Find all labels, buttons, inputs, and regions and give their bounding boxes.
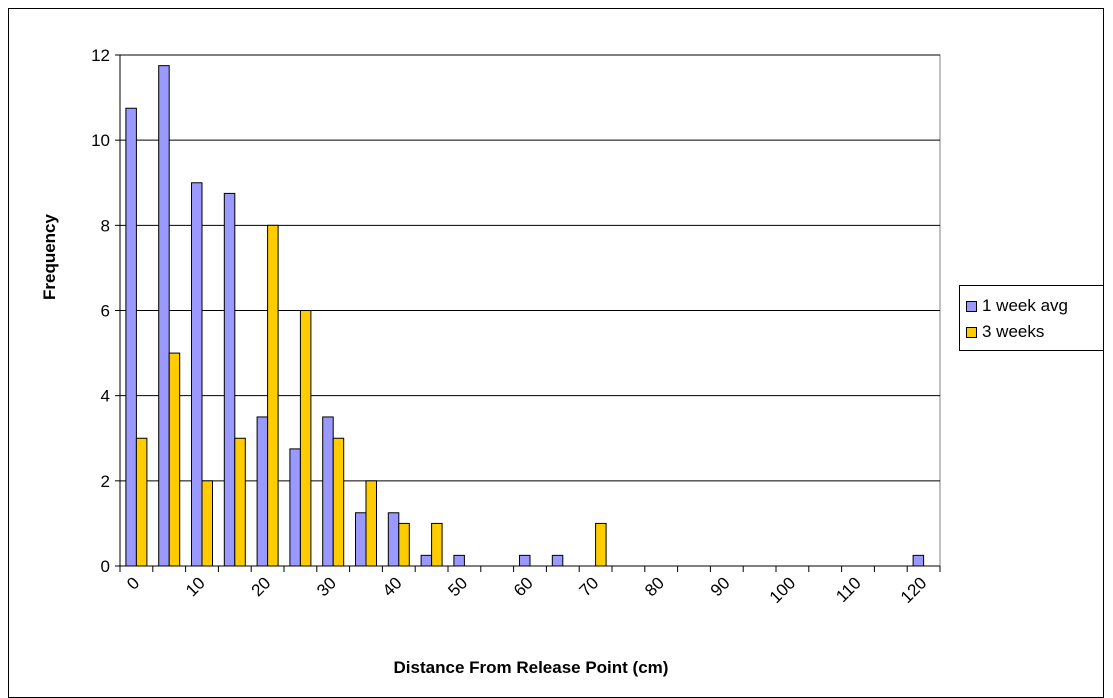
bar-1-week-avg [191,182,203,567]
bar-1-week-avg [420,554,433,567]
bar-1-week-avg [519,554,531,567]
bar-1-week-avg [355,512,367,567]
bar-3-weeks [168,352,181,567]
x-tick-label: 80 [641,573,668,600]
bar-3-weeks [332,437,345,567]
y-tick-label: 12 [91,46,110,65]
x-tick-label: 40 [379,573,406,600]
x-tick-label: 50 [444,573,471,600]
y-tick-label: 8 [101,216,110,235]
bar-3-weeks [234,437,246,567]
bar-1-week-avg [551,554,564,567]
bar-1-week-avg [289,448,301,567]
bar-3-weeks [431,522,443,567]
bar-1-week-avg [453,554,465,567]
bar-3-weeks [398,522,410,567]
x-tick-label: 60 [510,573,537,600]
x-axis-title: Distance From Release Point (cm) [393,658,669,677]
x-tick-label: 100 [766,573,799,606]
legend-label: 1 week avg [982,296,1068,315]
bar-1-week-avg [223,192,236,567]
bar-3-weeks [595,522,607,567]
legend: 1 week avg 3 weeks [959,285,1104,351]
legend-swatch-1-week-avg [966,300,977,312]
bar-3-weeks [299,310,312,567]
bar-3-weeks [135,437,148,567]
y-tick-label: 6 [101,302,110,321]
bar-3-weeks [365,480,377,567]
bar-3-weeks [267,224,279,567]
bar-1-week-avg [125,107,137,567]
y-tick-label: 10 [91,131,110,150]
y-tick-label: 0 [101,557,110,576]
x-tick-label: 90 [707,573,734,600]
bar-1-week-avg [912,554,925,567]
bar-3-weeks [201,480,213,567]
legend-item-3-weeks: 3 weeks [966,322,1044,342]
x-tick-label: 0 [123,573,143,593]
bar-1-week-avg [387,512,400,567]
x-tick-label: 70 [576,573,603,600]
x-tick-label: 110 [832,573,865,606]
y-tick-label: 2 [101,472,110,491]
legend-label: 3 weeks [982,322,1045,341]
legend-swatch-3-weeks [966,326,977,338]
bar-1-week-avg [256,416,269,567]
y-axis-title: Frequency [40,214,59,300]
x-tick-label: 10 [182,573,209,600]
legend-item-1-week-avg: 1 week avg [966,296,1068,316]
x-tick-label: 120 [897,573,930,606]
bar-1-week-avg [158,65,170,567]
bar-1-week-avg [322,416,334,567]
y-tick-label: 4 [101,387,110,406]
x-tick-label: 30 [313,573,340,600]
x-tick-label: 20 [248,573,275,600]
